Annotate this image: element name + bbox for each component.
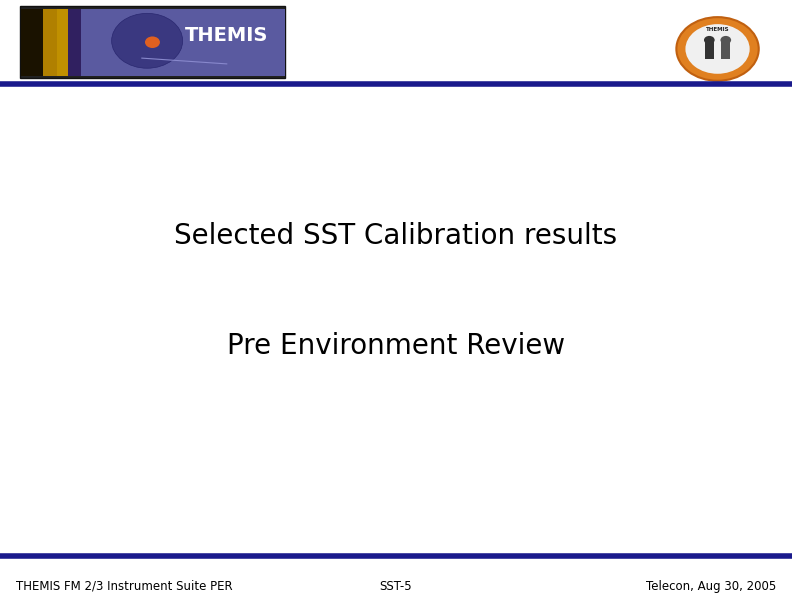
Circle shape xyxy=(704,36,714,44)
Text: THEMIS: THEMIS xyxy=(706,27,729,32)
Bar xyxy=(721,40,730,59)
Bar xyxy=(43,9,57,76)
Circle shape xyxy=(145,37,160,48)
Bar xyxy=(57,9,68,76)
Bar xyxy=(68,9,81,76)
Bar xyxy=(81,9,285,76)
Bar xyxy=(21,9,43,76)
Circle shape xyxy=(112,13,183,68)
Text: SST-5: SST-5 xyxy=(379,580,413,593)
Bar xyxy=(705,40,714,59)
Circle shape xyxy=(685,24,750,74)
Circle shape xyxy=(676,17,759,81)
Circle shape xyxy=(721,36,731,44)
Text: Selected SST Calibration results: Selected SST Calibration results xyxy=(174,222,618,250)
Bar xyxy=(20,6,285,78)
Text: THEMIS FM 2/3 Instrument Suite PER: THEMIS FM 2/3 Instrument Suite PER xyxy=(16,580,233,593)
Text: Pre Environment Review: Pre Environment Review xyxy=(227,332,565,360)
Text: THEMIS: THEMIS xyxy=(185,26,268,45)
Text: Telecon, Aug 30, 2005: Telecon, Aug 30, 2005 xyxy=(646,580,776,593)
